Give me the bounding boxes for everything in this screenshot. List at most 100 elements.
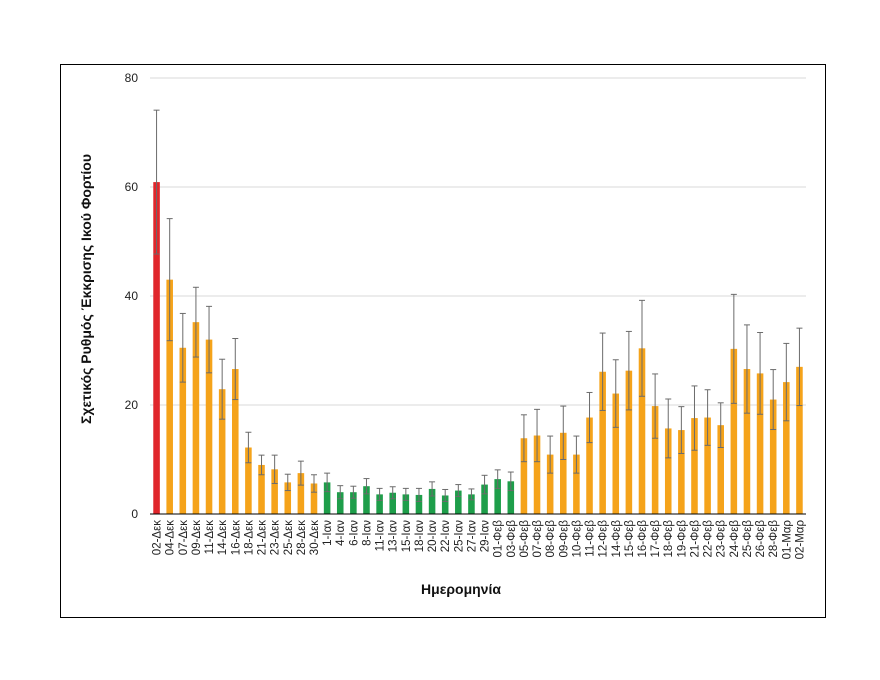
bar xyxy=(350,492,357,514)
y-tick-labels: 0 20 40 60 80 xyxy=(125,71,139,521)
x-tick-label: 16-Φεβ xyxy=(637,520,649,558)
x-tick-label: 14-Φεβ xyxy=(611,520,623,558)
bar xyxy=(651,406,659,514)
bar xyxy=(743,369,751,514)
bar xyxy=(612,393,620,514)
x-tick-label: 12-Φεβ xyxy=(598,520,610,558)
bar xyxy=(218,389,226,514)
x-tick-label: 19-Φεβ xyxy=(676,520,688,558)
x-tick-label: 09-Φεβ xyxy=(558,520,570,558)
x-tick-label: 1-Ιαν xyxy=(322,520,334,546)
x-tick-label: 02-Μαρ xyxy=(794,520,806,560)
bar xyxy=(546,454,554,514)
bar xyxy=(730,348,738,514)
bar xyxy=(284,482,292,514)
x-tick-label: 25-Δεκ xyxy=(283,520,295,555)
bar xyxy=(533,435,541,514)
bar xyxy=(192,322,200,514)
x-tick-label: 22-Φεβ xyxy=(703,520,715,558)
x-tick-label: 02-Δεκ xyxy=(152,520,164,555)
bars xyxy=(153,182,803,514)
bar xyxy=(179,347,187,514)
x-tick-label: 30-Δεκ xyxy=(309,520,321,555)
x-axis-title: Ημερομηνία xyxy=(421,581,501,597)
x-tick-label: 03-Φεβ xyxy=(506,520,518,558)
x-tick-label: 29-Ιαν xyxy=(480,520,492,552)
bar xyxy=(756,373,764,514)
x-tick-label: 25-Ιαν xyxy=(453,520,465,552)
y-tick-label: 20 xyxy=(125,398,139,412)
bar xyxy=(166,279,173,514)
bar xyxy=(376,494,383,514)
bar xyxy=(717,425,724,514)
x-tick-label: 28-Δεκ xyxy=(296,520,308,555)
x-tick-label: 27-Ιαν xyxy=(466,520,478,552)
bar xyxy=(520,438,528,514)
bar xyxy=(363,486,370,514)
x-tick-labels: 02-Δεκ 04-Δεκ 07-Δεκ 09-Δεκ 11-Δεκ 14-Δεκ 16-Δ… xyxy=(152,520,807,560)
bar xyxy=(494,479,501,514)
x-tick-label: 22-Ιαν xyxy=(440,520,452,552)
bar xyxy=(796,366,803,514)
bar xyxy=(638,348,646,514)
bar xyxy=(232,369,239,514)
bar xyxy=(586,417,593,514)
bar xyxy=(599,371,606,514)
y-axis-title: Σχετικός Ρυθμός Έκκρισης Ικού Φορτίου xyxy=(78,154,94,424)
x-tick-label: 15-Φεβ xyxy=(624,520,636,558)
y-tick-label: 0 xyxy=(131,507,138,521)
bar xyxy=(258,464,265,514)
bar xyxy=(664,428,672,514)
x-tick-label: 11-Ιαν xyxy=(375,520,387,552)
bar xyxy=(573,454,580,514)
bar xyxy=(468,494,475,514)
y-tick-label: 40 xyxy=(125,289,139,303)
bar xyxy=(691,418,698,514)
x-tick-label: 08-Φεβ xyxy=(545,520,557,558)
x-tick-label: 11-Δεκ xyxy=(204,520,216,555)
x-tick-label: 10-Φεβ xyxy=(571,520,583,558)
x-tick-label: 25-Φεβ xyxy=(742,520,754,558)
y-tick-label: 60 xyxy=(125,180,139,194)
x-tick-label: 21-Φεβ xyxy=(689,520,701,558)
bar xyxy=(625,370,633,514)
x-tick-label: 04-Δεκ xyxy=(165,520,177,555)
bar xyxy=(415,494,423,514)
x-tick-label: 4-Ιαν xyxy=(335,520,347,546)
bar xyxy=(245,447,252,514)
x-tick-label: 11-Φεβ xyxy=(585,520,597,557)
error-bars xyxy=(153,109,803,502)
bar xyxy=(560,432,567,514)
bar xyxy=(153,182,160,514)
x-tick-label: 8-Ιαν xyxy=(361,520,373,546)
bar xyxy=(428,488,436,514)
gridlines xyxy=(150,77,806,406)
x-tick-label: 15-Ιαν xyxy=(401,520,413,552)
bar xyxy=(783,382,790,514)
bar xyxy=(704,417,711,514)
bar xyxy=(297,473,305,514)
x-tick-label: 01-Μαρ xyxy=(781,520,793,560)
bar xyxy=(678,430,685,514)
bar xyxy=(271,469,278,514)
x-tick-label: 20-Ιαν xyxy=(427,520,439,552)
x-tick-label: 16-Δεκ xyxy=(230,520,242,555)
bar xyxy=(205,339,213,514)
bar xyxy=(441,495,449,514)
y-tick-label: 80 xyxy=(125,71,139,85)
bar xyxy=(323,482,331,514)
bar xyxy=(481,484,488,514)
x-tick-label: 17-Φεβ xyxy=(650,520,662,558)
x-tick-label: 26-Φεβ xyxy=(755,520,767,558)
x-tick-label: 07-Δεκ xyxy=(178,520,190,555)
x-tick-label: 24-Φεβ xyxy=(729,520,741,558)
x-tick-label: 18-Ιαν xyxy=(414,520,426,552)
bar xyxy=(455,490,462,514)
x-tick-label: 6-Ιαν xyxy=(348,520,360,546)
bar xyxy=(507,481,515,514)
x-tick-label: 28-Φεβ xyxy=(768,520,780,558)
x-tick-label: 09-Δεκ xyxy=(191,520,203,555)
x-tick-label: 23-Δεκ xyxy=(270,520,282,555)
bar xyxy=(336,492,344,514)
